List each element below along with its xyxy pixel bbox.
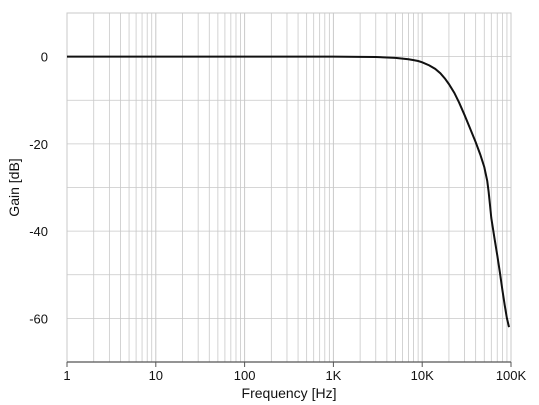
series-line-gain: [67, 55, 510, 328]
x-axis-title: Frequency [Hz]: [242, 385, 337, 401]
grid: [66, 13, 511, 362]
x-tick-label: 1K: [325, 368, 341, 383]
y-tick-label: 0: [41, 50, 48, 65]
x-tick-label: 1: [63, 368, 70, 383]
y-tick-label: -40: [29, 224, 48, 239]
y-axis-ticks: 0 -20 -40 -60: [29, 50, 48, 327]
y-axis-title: Gain [dB]: [6, 158, 22, 216]
x-tick-label: 10: [149, 368, 163, 383]
y-tick-label: -60: [29, 311, 48, 326]
x-tick-label: 100K: [496, 368, 527, 383]
x-tick-label: 10K: [411, 368, 434, 383]
x-tick-label: 100: [234, 368, 256, 383]
y-tick-label: -20: [29, 137, 48, 152]
x-axis-ticks: 1 10 100 1K 10K 100K: [63, 361, 527, 383]
